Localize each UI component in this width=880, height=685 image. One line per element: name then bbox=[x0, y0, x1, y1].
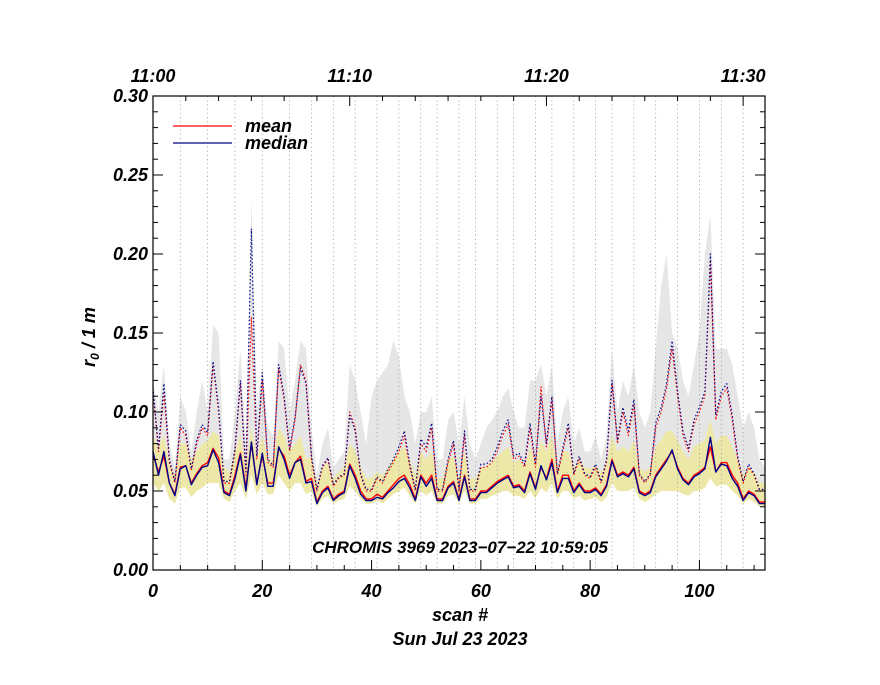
top-time-label: 11:30 bbox=[721, 66, 766, 86]
legend-label-mean: mean bbox=[245, 116, 292, 136]
y-tick-label: 0.05 bbox=[113, 481, 149, 501]
y-tick-label: 0.25 bbox=[113, 165, 149, 185]
date-label: Sun Jul 23 2023 bbox=[392, 629, 527, 649]
y-tick-label: 0.10 bbox=[113, 402, 148, 422]
median-upper-dotted-line bbox=[152, 228, 765, 490]
y-axis-label-subscript: 0 bbox=[88, 353, 102, 360]
top-time-label: 11:10 bbox=[327, 66, 372, 86]
y-tick-label: 0.15 bbox=[113, 323, 149, 343]
x-tick-label: 0 bbox=[148, 581, 158, 601]
x-tick-label: 20 bbox=[251, 581, 272, 601]
axes: 0.00 0.05 0.10 0.15 0.20 0.25 0.30 0 20 40 60 80 100… bbox=[113, 66, 766, 601]
y-axis-label-main: r bbox=[79, 359, 99, 367]
x-tick-label: 100 bbox=[684, 581, 714, 601]
top-time-label: 11:00 bbox=[131, 66, 176, 86]
legend: mean median bbox=[173, 116, 308, 153]
y-tick-label: 0.30 bbox=[113, 86, 148, 106]
yellow-range-band bbox=[153, 419, 765, 507]
top-time-label: 11:20 bbox=[524, 66, 569, 86]
x-tick-label: 80 bbox=[580, 581, 600, 601]
median-line bbox=[152, 436, 765, 505]
y-tick-label: 0.20 bbox=[113, 244, 148, 264]
y-axis-label-suffix: / 1 m bbox=[79, 307, 99, 353]
y-tick-label: 0.00 bbox=[113, 560, 148, 580]
series-lines bbox=[152, 228, 765, 505]
x-axis-label: scan # bbox=[432, 605, 488, 625]
x-tick-label: 60 bbox=[471, 581, 491, 601]
y-axis-label: r0 / 1 m bbox=[79, 307, 102, 367]
mean-upper-dotted-line bbox=[152, 261, 765, 492]
legend-label-median: median bbox=[245, 133, 308, 153]
annotation-label: CHROMIS 3969 2023−07−22 10:59:05 bbox=[312, 538, 608, 557]
x-tick-label: 40 bbox=[361, 581, 382, 601]
